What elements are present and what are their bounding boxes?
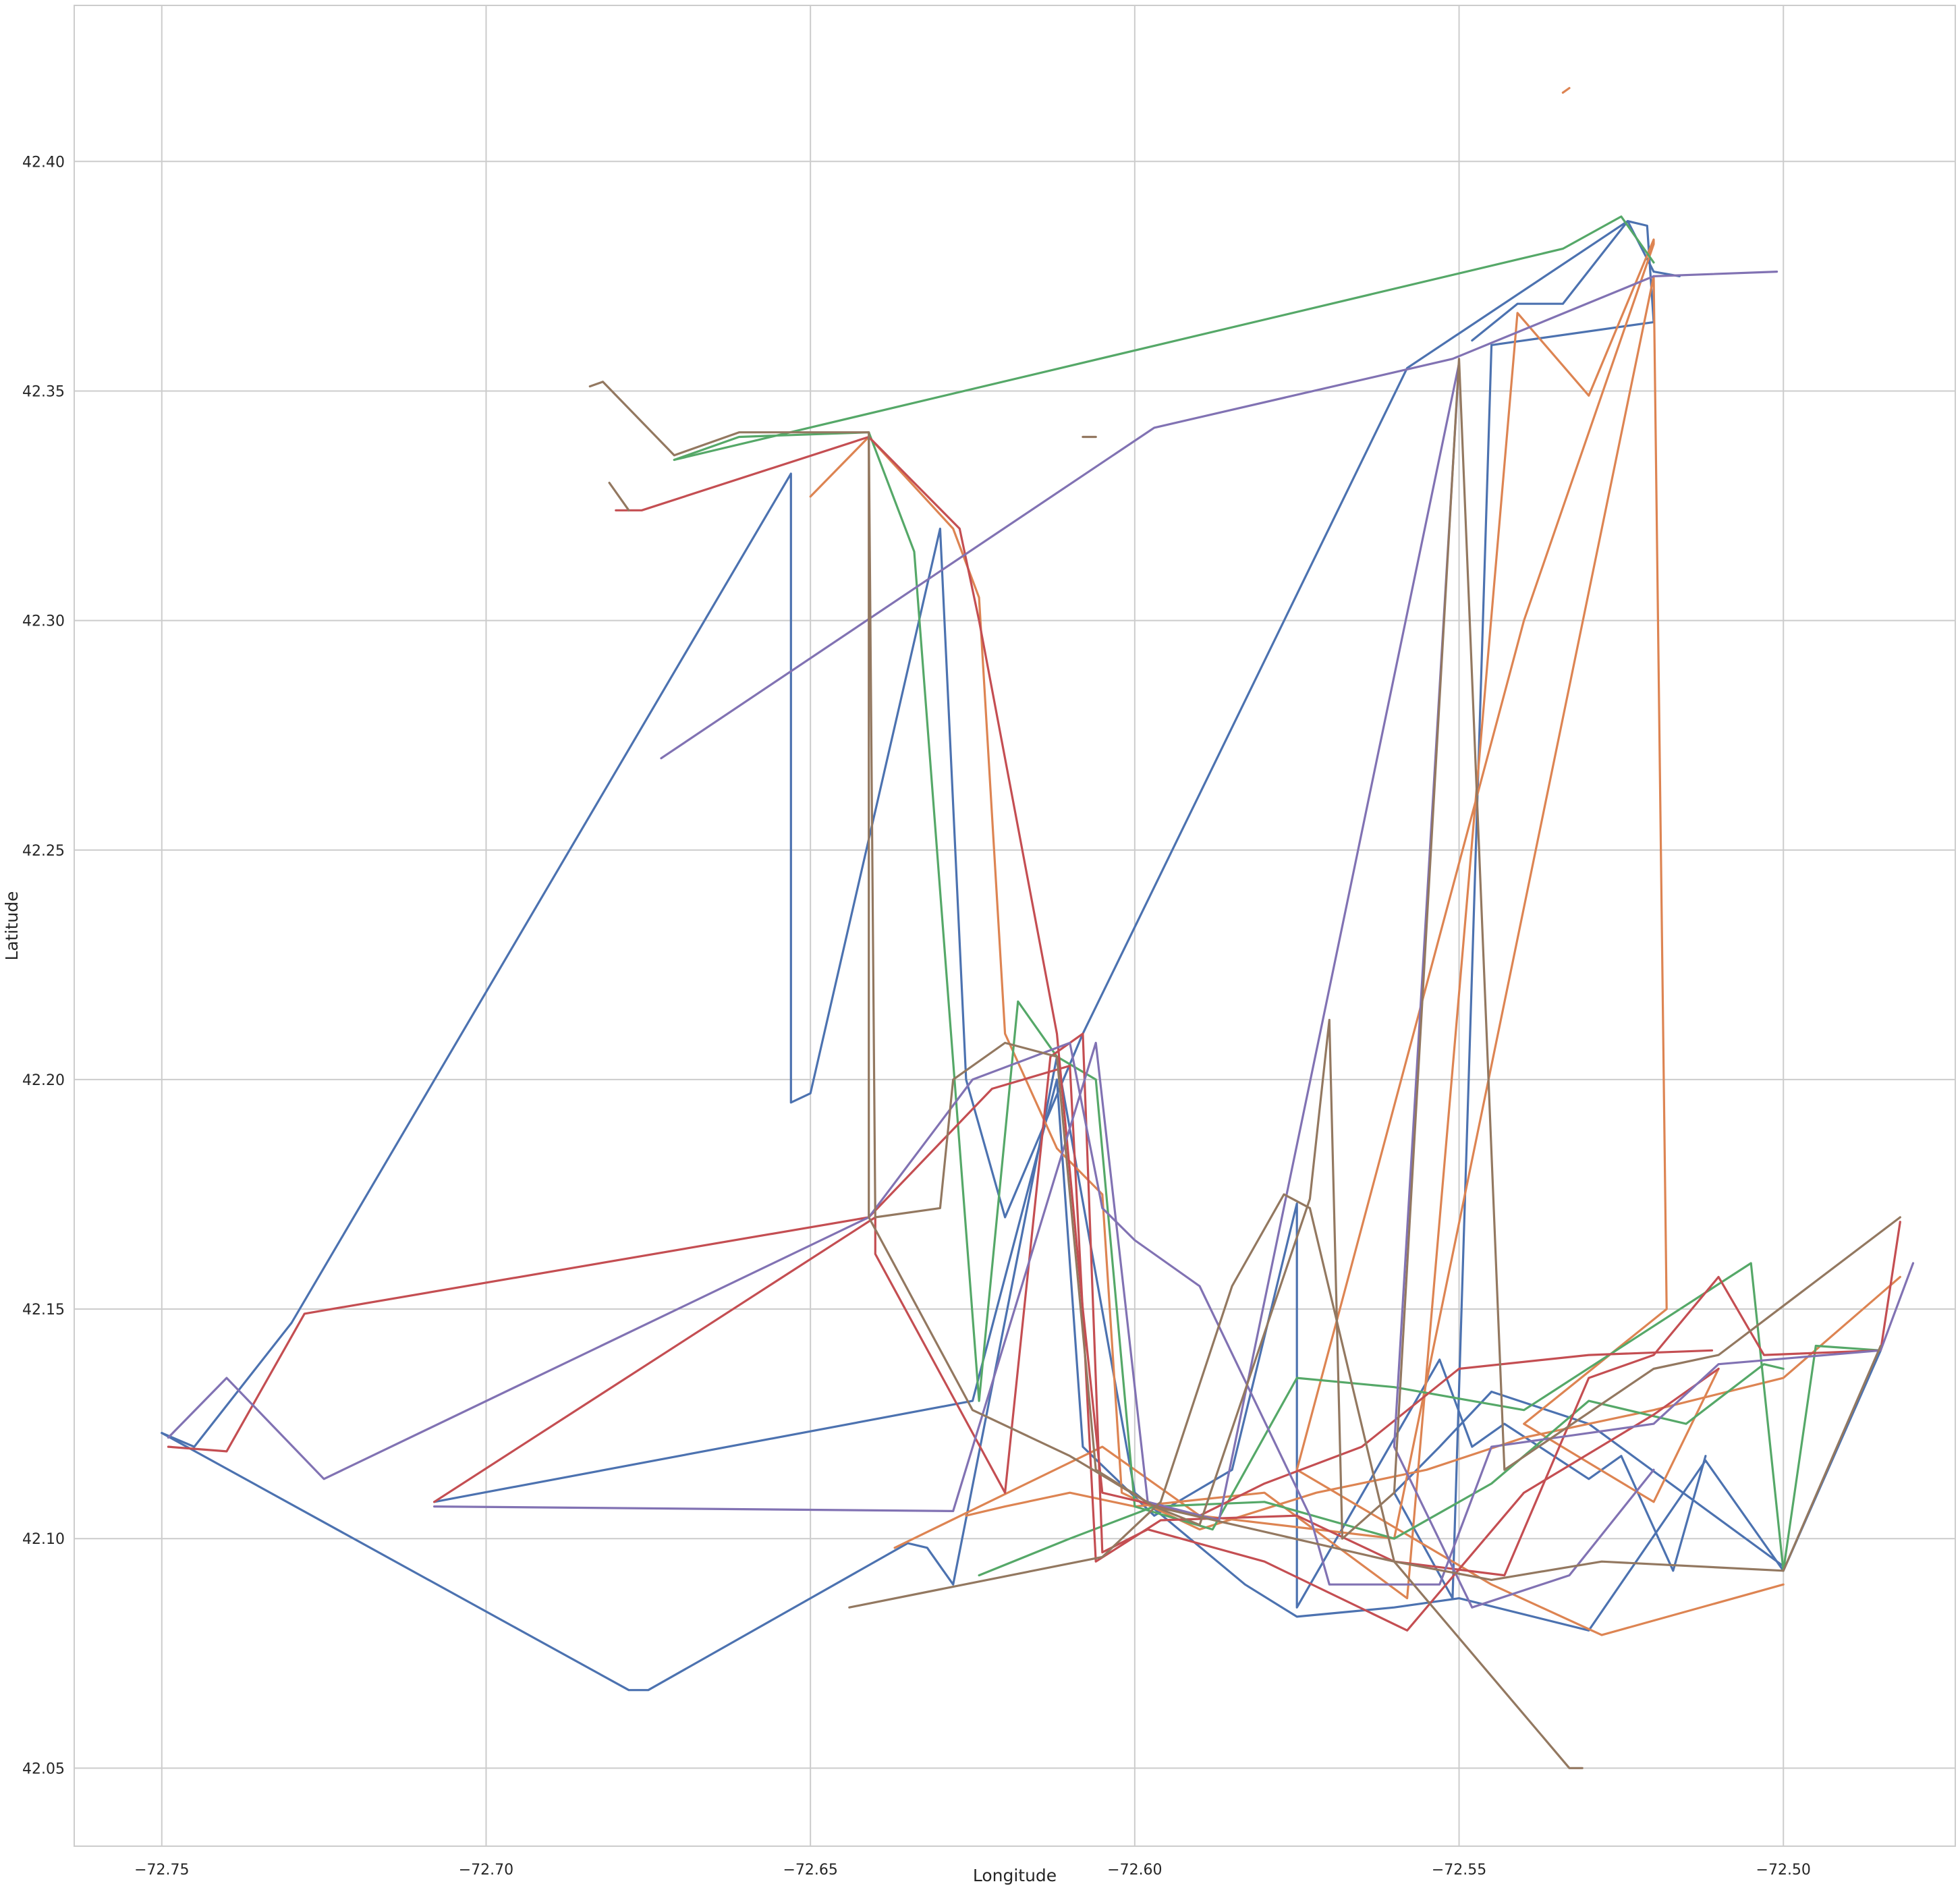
trajectory-line-18 (848, 1193, 1882, 1609)
trajectory-line-19 (868, 435, 1584, 1769)
trajectory-line-15 (660, 271, 1779, 760)
y-tick-label: 42.15 (22, 1302, 65, 1318)
series-group (161, 86, 1915, 1769)
x-axis-label: Longitude (973, 1866, 1057, 1885)
y-tick-label: 42.25 (22, 843, 65, 860)
trajectory-line-7 (1561, 86, 1571, 94)
x-tick-label: −72.50 (1756, 1862, 1811, 1879)
y-tick-label: 42.40 (22, 154, 65, 171)
trajectory-line-11 (167, 1064, 1901, 1577)
y-tick-label: 42.10 (22, 1531, 65, 1548)
y-tick-labels: 42.05 42.10 42.15 42.20 42.25 42.30 42.35 42.40 (22, 154, 65, 1777)
x-tick-label: −72.70 (459, 1862, 513, 1879)
trajectory-line-12 (432, 1032, 1720, 1632)
x-tick-label: −72.75 (134, 1862, 189, 1879)
trajectory-line-9 (673, 215, 1655, 462)
y-tick-label: 42.30 (22, 613, 65, 630)
trajectory-line-4 (809, 435, 1901, 1531)
y-axis-label: Latitude (2, 891, 22, 961)
trajectory-line-3 (1393, 220, 1785, 1600)
x-tick-label: −72.55 (1432, 1862, 1486, 1879)
trajectory-line-13 (615, 435, 1714, 1517)
y-tick-label: 42.35 (22, 383, 65, 400)
trajectory-line-16 (432, 362, 1655, 1609)
y-tick-label: 42.05 (22, 1760, 65, 1777)
x-tick-labels: −72.75 −72.70 −72.65 −72.60 −72.55 −72.50 (134, 1862, 1811, 1879)
trajectory-line-1 (161, 1055, 1882, 1692)
x-tick-label: −72.60 (1107, 1862, 1162, 1879)
grid (74, 5, 1955, 1846)
trajectory-line-14 (167, 1041, 1915, 1586)
y-tick-label: 42.20 (22, 1072, 65, 1089)
trajectory-line-2 (432, 1078, 1707, 1609)
plot-area (74, 5, 1955, 1846)
trajectory-line-0 (161, 220, 1681, 1448)
plot-frame (74, 5, 1956, 1847)
trajectory-line-20 (608, 481, 630, 511)
trajectory-line-10 (978, 1363, 1785, 1577)
x-tick-label: −72.65 (783, 1862, 837, 1879)
